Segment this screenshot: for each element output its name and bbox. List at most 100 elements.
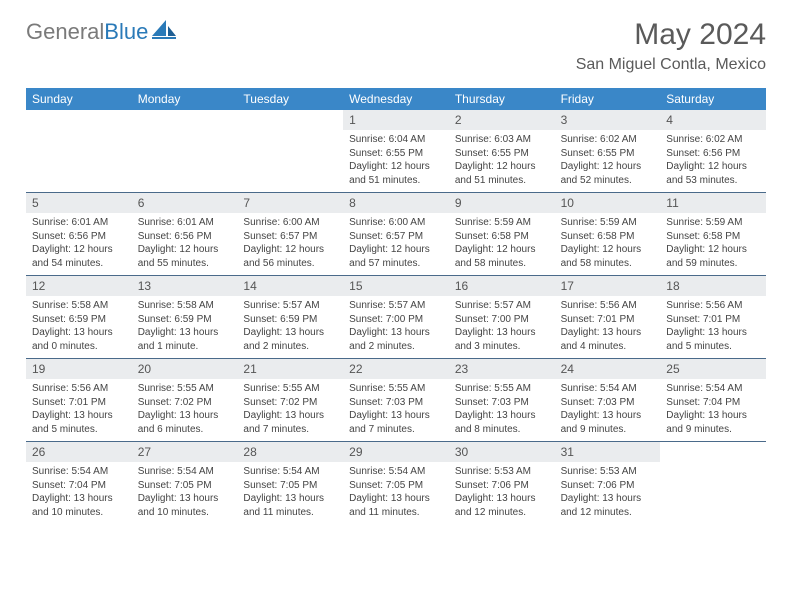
daylight-line: Daylight: 13 hours and 2 minutes. — [243, 326, 337, 353]
sunrise-line: Sunrise: 5:54 AM — [32, 465, 126, 479]
daylight-line: Daylight: 13 hours and 5 minutes. — [32, 409, 126, 436]
day-cell: 10Sunrise: 5:59 AMSunset: 6:58 PMDayligh… — [555, 193, 661, 275]
day-info: Sunrise: 5:55 AMSunset: 7:03 PMDaylight:… — [449, 379, 555, 439]
sunset-line: Sunset: 7:00 PM — [455, 313, 549, 327]
day-number: 23 — [449, 359, 555, 379]
daylight-line: Daylight: 12 hours and 58 minutes. — [561, 243, 655, 270]
sunset-line: Sunset: 7:01 PM — [32, 396, 126, 410]
sunrise-line: Sunrise: 5:55 AM — [243, 382, 337, 396]
day-info: Sunrise: 5:58 AMSunset: 6:59 PMDaylight:… — [26, 296, 132, 356]
day-cell: 2Sunrise: 6:03 AMSunset: 6:55 PMDaylight… — [449, 110, 555, 192]
sunset-line: Sunset: 6:55 PM — [561, 147, 655, 161]
day-info: Sunrise: 6:01 AMSunset: 6:56 PMDaylight:… — [26, 213, 132, 273]
sunset-line: Sunset: 7:02 PM — [243, 396, 337, 410]
sunrise-line: Sunrise: 5:58 AM — [138, 299, 232, 313]
day-cell: 17Sunrise: 5:56 AMSunset: 7:01 PMDayligh… — [555, 276, 661, 358]
sunrise-line: Sunrise: 5:53 AM — [561, 465, 655, 479]
day-cell: 22Sunrise: 5:55 AMSunset: 7:03 PMDayligh… — [343, 359, 449, 441]
logo-sail-icon — [152, 18, 178, 45]
sunset-line: Sunset: 6:56 PM — [138, 230, 232, 244]
sunrise-line: Sunrise: 6:00 AM — [243, 216, 337, 230]
daylight-line: Daylight: 12 hours and 57 minutes. — [349, 243, 443, 270]
sunrise-line: Sunrise: 5:54 AM — [349, 465, 443, 479]
day-number: 9 — [449, 193, 555, 213]
week-row: 26Sunrise: 5:54 AMSunset: 7:04 PMDayligh… — [26, 442, 766, 524]
day-number: 20 — [132, 359, 238, 379]
sunrise-line: Sunrise: 5:55 AM — [455, 382, 549, 396]
day-number: 5 — [26, 193, 132, 213]
sunset-line: Sunset: 6:58 PM — [455, 230, 549, 244]
sunrise-line: Sunrise: 5:54 AM — [243, 465, 337, 479]
daylight-line: Daylight: 13 hours and 7 minutes. — [243, 409, 337, 436]
sunrise-line: Sunrise: 5:59 AM — [561, 216, 655, 230]
day-number: 30 — [449, 442, 555, 462]
day-info: Sunrise: 6:04 AMSunset: 6:55 PMDaylight:… — [343, 130, 449, 190]
day-info: Sunrise: 5:59 AMSunset: 6:58 PMDaylight:… — [555, 213, 661, 273]
day-cell: 4Sunrise: 6:02 AMSunset: 6:56 PMDaylight… — [660, 110, 766, 192]
day-info: Sunrise: 6:00 AMSunset: 6:57 PMDaylight:… — [343, 213, 449, 273]
sunrise-line: Sunrise: 5:59 AM — [455, 216, 549, 230]
day-number: 13 — [132, 276, 238, 296]
day-info: Sunrise: 6:00 AMSunset: 6:57 PMDaylight:… — [237, 213, 343, 273]
sunrise-line: Sunrise: 5:59 AM — [666, 216, 760, 230]
day-info: Sunrise: 5:54 AMSunset: 7:05 PMDaylight:… — [132, 462, 238, 522]
sunrise-line: Sunrise: 5:55 AM — [138, 382, 232, 396]
day-info: Sunrise: 5:54 AMSunset: 7:05 PMDaylight:… — [343, 462, 449, 522]
daylight-line: Daylight: 13 hours and 5 minutes. — [666, 326, 760, 353]
day-number: 22 — [343, 359, 449, 379]
day-number: 26 — [26, 442, 132, 462]
sunrise-line: Sunrise: 5:54 AM — [138, 465, 232, 479]
day-number: 19 — [26, 359, 132, 379]
title-block: May 2024 San Miguel Contla, Mexico — [576, 18, 766, 74]
sunset-line: Sunset: 7:03 PM — [349, 396, 443, 410]
sunrise-line: Sunrise: 5:54 AM — [666, 382, 760, 396]
daylight-line: Daylight: 13 hours and 8 minutes. — [455, 409, 549, 436]
sunset-line: Sunset: 7:01 PM — [561, 313, 655, 327]
day-number — [26, 110, 132, 130]
daylight-line: Daylight: 13 hours and 9 minutes. — [666, 409, 760, 436]
daylight-line: Daylight: 13 hours and 11 minutes. — [243, 492, 337, 519]
day-number — [132, 110, 238, 130]
weekday-header: Sunday — [26, 88, 132, 110]
day-info: Sunrise: 5:53 AMSunset: 7:06 PMDaylight:… — [555, 462, 661, 522]
day-number: 21 — [237, 359, 343, 379]
day-cell: 21Sunrise: 5:55 AMSunset: 7:02 PMDayligh… — [237, 359, 343, 441]
sunrise-line: Sunrise: 6:04 AM — [349, 133, 443, 147]
sunrise-line: Sunrise: 5:57 AM — [243, 299, 337, 313]
day-number: 15 — [343, 276, 449, 296]
sunrise-line: Sunrise: 5:58 AM — [32, 299, 126, 313]
daylight-line: Daylight: 13 hours and 2 minutes. — [349, 326, 443, 353]
day-cell: 19 Sunrise: 5:56 AMSunset: 7:01 PMDayligh… — [26, 359, 132, 441]
sunset-line: Sunset: 7:05 PM — [138, 479, 232, 493]
day-cell — [132, 110, 238, 192]
day-info: Sunrise: 5:58 AMSunset: 6:59 PMDaylight:… — [132, 296, 238, 356]
daylight-line: Daylight: 13 hours and 12 minutes. — [455, 492, 549, 519]
day-number: 3 — [555, 110, 661, 130]
calendar: SundayMondayTuesdayWednesdayThursdayFrid… — [0, 82, 792, 524]
daylight-line: Daylight: 12 hours and 58 minutes. — [455, 243, 549, 270]
day-number: 17 — [555, 276, 661, 296]
daylight-line: Daylight: 12 hours and 55 minutes. — [138, 243, 232, 270]
day-info: Sunrise: 5:56 AMSunset: 7:01 PMDaylight:… — [555, 296, 661, 356]
sunrise-line: Sunrise: 6:02 AM — [561, 133, 655, 147]
daylight-line: Daylight: 13 hours and 7 minutes. — [349, 409, 443, 436]
day-cell — [237, 110, 343, 192]
weekday-header: Wednesday — [343, 88, 449, 110]
sunset-line: Sunset: 7:03 PM — [455, 396, 549, 410]
day-info: Sunrise: 5:59 AMSunset: 6:58 PMDaylight:… — [660, 213, 766, 273]
location-label: San Miguel Contla, Mexico — [576, 56, 766, 74]
sunset-line: Sunset: 7:02 PM — [138, 396, 232, 410]
day-number: 10 — [555, 193, 661, 213]
day-info: Sunrise: 5:55 AMSunset: 7:02 PMDaylight:… — [237, 379, 343, 439]
sunrise-line: Sunrise: 6:03 AM — [455, 133, 549, 147]
day-cell: 15Sunrise: 5:57 AMSunset: 7:00 PMDayligh… — [343, 276, 449, 358]
sunrise-line: Sunrise: 5:56 AM — [32, 382, 126, 396]
day-info: Sunrise: 5:59 AMSunset: 6:58 PMDaylight:… — [449, 213, 555, 273]
day-cell: 31Sunrise: 5:53 AMSunset: 7:06 PMDayligh… — [555, 442, 661, 524]
day-info: Sunrise: 5:57 AMSunset: 7:00 PMDaylight:… — [449, 296, 555, 356]
weekday-header: Thursday — [449, 88, 555, 110]
daylight-line: Daylight: 12 hours and 52 minutes. — [561, 160, 655, 187]
sunrise-line: Sunrise: 6:01 AM — [32, 216, 126, 230]
day-cell: 14Sunrise: 5:57 AMSunset: 6:59 PMDayligh… — [237, 276, 343, 358]
day-cell: 23Sunrise: 5:55 AMSunset: 7:03 PMDayligh… — [449, 359, 555, 441]
